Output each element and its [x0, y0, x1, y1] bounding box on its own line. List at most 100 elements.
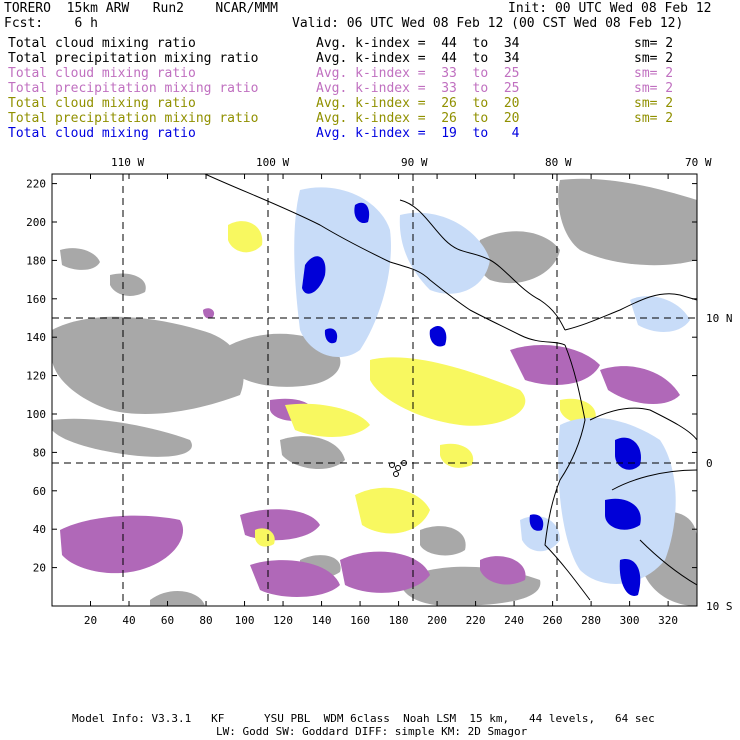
legend-field-0: Total cloud mixing ratio	[8, 36, 196, 51]
blue-cloud-core-2	[615, 437, 641, 470]
gray-cloud-region-4	[52, 418, 192, 457]
x-tick-label-2: 60	[161, 614, 174, 627]
magenta-precip-region-9	[480, 556, 526, 585]
lon-label-1: 100 W	[256, 156, 289, 169]
blue-cloud-core-5	[619, 559, 641, 596]
legend-field-4: Total cloud mixing ratio	[8, 96, 196, 111]
gray-cloud-region-10	[420, 526, 466, 556]
lon-label-4: 70 W	[685, 156, 712, 169]
y-tick-label-9: 200	[26, 216, 46, 229]
plot-frame	[51, 173, 698, 607]
magenta-precip-region-10	[203, 308, 215, 319]
valid-time: Valid: 06 UTC Wed 08 Feb 12 (00 CST Wed …	[292, 16, 684, 31]
model-title: TORERO 15km ARW Run2 NCAR/MMM	[4, 1, 278, 16]
lon-label-0: 110 W	[111, 156, 144, 169]
blue-cloud-core-3	[605, 498, 641, 530]
legend-range-3: Avg. k-index = 33 to 25	[316, 81, 520, 96]
coastline-5	[611, 469, 697, 491]
magenta-precip-region-2	[250, 560, 340, 597]
legend-sm-4: sm= 2	[634, 96, 674, 111]
coastline-4	[589, 407, 697, 441]
y-tick-label-5: 120	[26, 370, 46, 383]
legend-field-2: Total cloud mixing ratio	[8, 66, 196, 81]
forecast-hour: Fcst: 6 h	[4, 16, 98, 31]
legend-sm-3: sm= 2	[634, 81, 674, 96]
lon-label-2: 90 W	[401, 156, 428, 169]
lon-label-3: 80 W	[545, 156, 572, 169]
x-tick-label-3: 80	[199, 614, 212, 627]
lightblue-cloud-region-0	[294, 187, 391, 358]
magenta-precip-region-3	[340, 551, 430, 593]
yellow-cloud-region-1	[285, 403, 370, 437]
y-tick-label-1: 40	[33, 523, 46, 536]
coastline-0	[204, 174, 566, 346]
blue-cloud-core-7	[354, 202, 370, 224]
gray-cloud-region-8	[477, 231, 560, 284]
coastline-6	[639, 539, 697, 586]
legend-sm-0: sm= 2	[634, 36, 674, 51]
galapagos-island-3	[393, 471, 399, 477]
blue-cloud-core-6	[429, 325, 447, 347]
x-tick-label-1: 40	[122, 614, 135, 627]
legend-field-1: Total precipitation mixing ratio	[8, 51, 259, 66]
y-tick-label-7: 160	[26, 293, 46, 306]
galapagos-island-1	[395, 465, 401, 471]
magenta-precip-region-5	[600, 366, 680, 405]
init-time: Init: 00 UTC Wed 08 Feb 12	[508, 1, 712, 16]
magenta-precip-region-0	[60, 515, 184, 574]
legend-sm-2: sm= 2	[634, 66, 674, 81]
blue-cloud-core-4	[529, 514, 544, 531]
yellow-cloud-region-2	[355, 487, 430, 534]
legend-field-3: Total precipitation mixing ratio	[8, 81, 259, 96]
legend-range-2: Avg. k-index = 33 to 25	[316, 66, 520, 81]
blue-cloud-core-1	[324, 328, 338, 344]
physics-info: LW: Godd SW: Goddard DIFF: simple KM: 2D…	[216, 725, 528, 738]
legend-field-5: Total precipitation mixing ratio	[8, 111, 259, 126]
legend-range-6: Avg. k-index = 19 to 4	[316, 126, 520, 141]
gray-cloud-region-7	[558, 178, 697, 266]
field-layer	[52, 174, 697, 606]
x-tick-label-12: 260	[543, 614, 563, 627]
gray-cloud-region-12	[150, 591, 205, 606]
x-tick-label-13: 280	[581, 614, 601, 627]
x-tick-label-15: 320	[658, 614, 678, 627]
yellow-cloud-region-5	[255, 528, 275, 547]
legend-range-5: Avg. k-index = 26 to 20	[316, 111, 520, 126]
yellow-cloud-region-7	[440, 443, 474, 468]
x-tick-label-11: 240	[504, 614, 524, 627]
y-tick-label-10: 220	[26, 178, 46, 191]
gray-cloud-region-3	[110, 273, 146, 296]
legend-field-6: Total cloud mixing ratio	[8, 126, 196, 141]
legend-range-4: Avg. k-index = 26 to 20	[316, 96, 520, 111]
magenta-precip-region-1	[240, 509, 320, 541]
x-tick-label-5: 120	[273, 614, 293, 627]
y-tick-label-2: 60	[33, 485, 46, 498]
y-tick-label-6: 140	[26, 331, 46, 344]
gray-cloud-region-5	[280, 436, 345, 470]
model-info: Model Info: V3.3.1 KF YSU PBL WDM 6class…	[72, 712, 655, 725]
lightblue-cloud-region-3	[520, 516, 560, 552]
x-tick-label-9: 200	[427, 614, 447, 627]
gray-cloud-region-2	[60, 248, 100, 270]
x-tick-label-10: 220	[466, 614, 486, 627]
gray-cloud-region-0	[52, 316, 244, 415]
y-tick-label-0: 20	[33, 562, 46, 575]
y-tick-label-8: 180	[26, 254, 46, 267]
x-tick-label-6: 140	[312, 614, 332, 627]
yellow-cloud-region-6	[560, 398, 596, 424]
legend-range-1: Avg. k-index = 44 to 34	[316, 51, 520, 66]
yellow-cloud-region-0	[370, 357, 526, 426]
x-tick-label-0: 20	[84, 614, 97, 627]
lightblue-cloud-region-4	[630, 296, 690, 332]
coastline-1	[399, 199, 566, 331]
magenta-precip-region-4	[510, 345, 600, 385]
x-tick-label-4: 100	[235, 614, 255, 627]
x-tick-label-8: 180	[389, 614, 409, 627]
blue-cloud-core-0	[302, 256, 326, 294]
y-tick-label-4: 100	[26, 408, 46, 421]
x-tick-label-14: 300	[620, 614, 640, 627]
legend-sm-5: sm= 2	[634, 111, 674, 126]
yellow-cloud-region-3	[228, 221, 263, 253]
legend-range-0: Avg. k-index = 44 to 34	[316, 36, 520, 51]
